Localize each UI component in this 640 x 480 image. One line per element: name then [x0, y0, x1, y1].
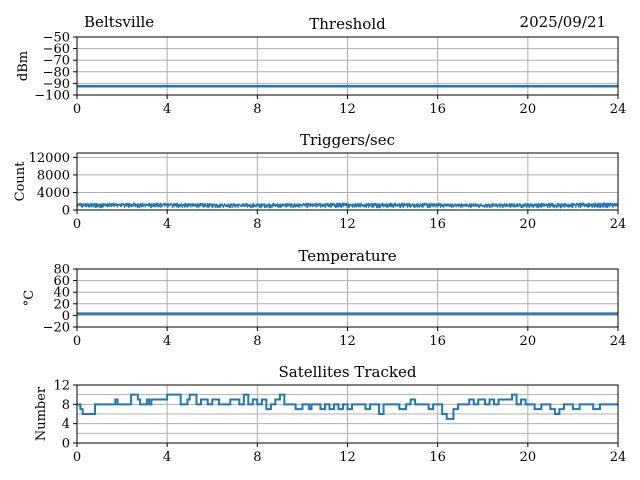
panel-title: Triggers/sec [300, 131, 395, 149]
x-tick-label: 20 [520, 334, 537, 349]
x-tick-label: 8 [253, 217, 261, 232]
y-tick-label: 0 [62, 204, 70, 219]
y-tick-label: 4000 [37, 186, 70, 201]
panel-title: Threshold [309, 15, 386, 33]
x-tick-label: 12 [339, 450, 356, 465]
y-tick-label: 80 [53, 263, 70, 278]
series-line [76, 201, 619, 209]
x-tick-label: 0 [73, 102, 81, 117]
y-tick-label: 8 [62, 398, 70, 413]
threshold-panel: 0 4 8 12 16 20 24 −100−90−80−70−60−50 Threshold d… [16, 15, 626, 117]
panel-title: Satellites Tracked [279, 363, 417, 381]
y-tick-label: −20 [43, 321, 70, 336]
series-line [77, 393, 618, 420]
y-tick-label: 0 [62, 309, 70, 324]
x-tick-label: 4 [163, 334, 171, 349]
y-tick-label: −60 [43, 42, 70, 57]
triggers-panel: 0 4 8 12 16 20 24 0 4000 8000 12000 Triggers/sec Cou… [13, 131, 626, 232]
y-tick-label: −90 [43, 77, 70, 92]
x-tick-label: 24 [610, 102, 627, 117]
y-tick-label: 20 [53, 297, 70, 312]
y-axis-label: Number [34, 386, 49, 441]
x-tick-label: 8 [253, 102, 261, 117]
y-axis-label: °C [22, 290, 37, 307]
y-tick-label: 12000 [29, 151, 70, 166]
y-axis-label: Count [13, 161, 28, 202]
x-tick-label: 0 [73, 217, 81, 232]
y-axis-label: dBm [16, 51, 31, 81]
x-tick-label: 20 [520, 450, 537, 465]
x-tick-label: 4 [163, 102, 171, 117]
y-tick-label: 4 [62, 417, 70, 432]
x-tick-label: 4 [163, 217, 171, 232]
x-tick-label: 0 [73, 450, 81, 465]
x-tick-label: 0 [73, 334, 81, 349]
y-tick-label: −50 [43, 31, 70, 46]
satellites-panel: 0 4 8 12 16 20 24 0 4 8 12 Satellites Tracked Number [34, 363, 626, 465]
x-tick-label: 12 [339, 334, 356, 349]
x-tick-label: 24 [610, 450, 627, 465]
x-tick-label: 12 [339, 217, 356, 232]
x-tick-label: 16 [429, 217, 446, 232]
x-tick-label: 4 [163, 450, 171, 465]
x-tick-label: 12 [339, 102, 356, 117]
x-tick-label: 16 [429, 102, 446, 117]
x-tick-label: 16 [429, 450, 446, 465]
x-tick-label: 8 [253, 334, 261, 349]
location-label: Beltsville [84, 13, 154, 31]
y-tick-label: 12 [53, 379, 70, 394]
date-label: 2025/09/21 [520, 13, 606, 31]
y-tick-label: 8000 [37, 168, 70, 183]
x-tick-label: 20 [520, 102, 537, 117]
x-tick-label: 24 [610, 217, 627, 232]
x-tick-label: 8 [253, 450, 261, 465]
x-tick-label: 24 [610, 334, 627, 349]
y-tick-label: 0 [62, 437, 70, 452]
y-tick-label: −70 [43, 54, 70, 69]
panel-title: Temperature [298, 247, 396, 265]
x-tick-label: 16 [429, 334, 446, 349]
x-tick-label: 20 [520, 217, 537, 232]
y-tick-label: 60 [53, 274, 70, 289]
y-tick-label: 40 [53, 286, 70, 301]
y-tick-label: −100 [34, 89, 70, 104]
y-tick-label: −80 [43, 65, 70, 80]
